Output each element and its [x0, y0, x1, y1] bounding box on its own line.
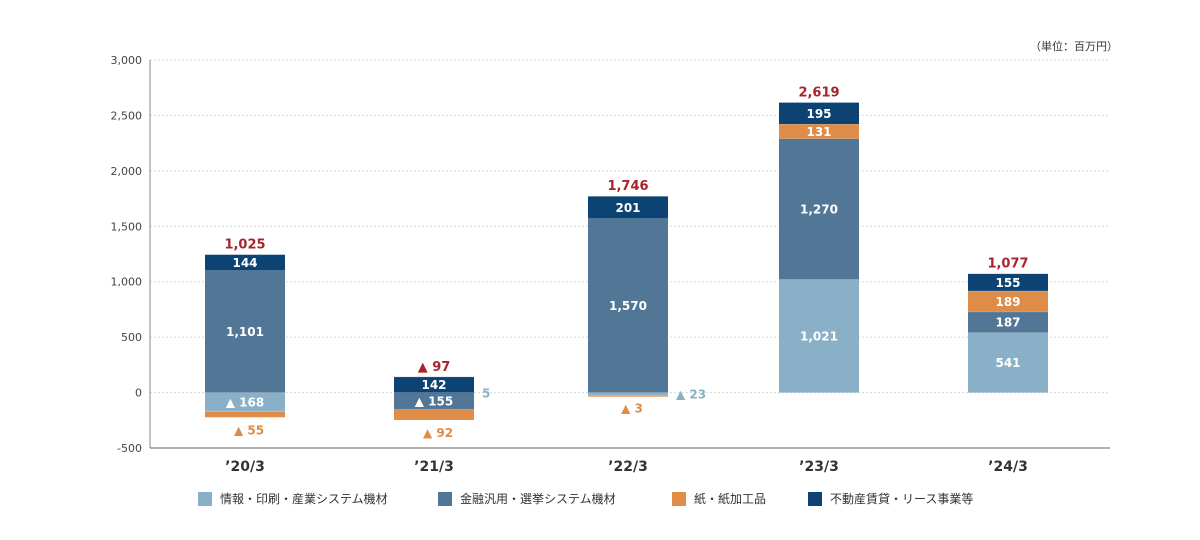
segment-label: 1,270 [800, 202, 838, 216]
bar-segment [779, 124, 859, 139]
bar-segment [779, 102, 859, 125]
total-label: 1,077 [987, 257, 1028, 272]
legend-item: 紙・紙加工品 [672, 490, 766, 507]
y-tick-label: 2,000 [111, 165, 143, 178]
legend-label: 情報・印刷・産業システム機材 [220, 492, 388, 506]
bar-segment [394, 376, 474, 393]
segment-label: 144 [232, 256, 257, 270]
segment-label: 201 [615, 201, 640, 215]
segment-label: ▲ 155 [415, 395, 453, 409]
total-label: 1,746 [607, 179, 648, 194]
legend-item: 金融汎用・選挙システム機材 [438, 490, 616, 507]
total-label: 2,619 [798, 85, 839, 100]
legend-label: 金融汎用・選挙システム機材 [460, 492, 616, 506]
bar-segment [205, 270, 285, 393]
y-tick-label: 1,500 [111, 220, 143, 233]
bar-segment [394, 409, 474, 420]
segment-label: 195 [806, 107, 831, 121]
y-tick-label: -500 [117, 442, 142, 455]
bar-segment [968, 311, 1048, 333]
legend-item: 不動産賃貸・リース事業等 [808, 490, 973, 507]
x-tick-label: ’24/3 [988, 459, 1028, 475]
legend-label: 不動産賃貸・リース事業等 [830, 492, 974, 506]
x-tick-label: ’23/3 [799, 459, 839, 475]
bar-segment [205, 411, 285, 418]
y-tick-label: 1,000 [111, 276, 143, 289]
segment-label: 155 [995, 276, 1020, 290]
total-label: ▲ 97 [418, 360, 451, 375]
bar-segment [588, 218, 668, 393]
legend-swatch [808, 491, 822, 506]
y-tick-label: 0 [135, 387, 142, 400]
bar-segment [779, 279, 859, 393]
total-label: 1,025 [224, 238, 265, 253]
segment-label: 1,021 [800, 329, 838, 343]
bar-segment [968, 332, 1048, 393]
bar-segment [205, 254, 285, 271]
y-tick-label: 500 [121, 331, 142, 344]
segment-label: ▲ 3 [621, 401, 643, 415]
legend-swatch [672, 491, 686, 506]
bar-segment [588, 392, 668, 396]
legend-swatch [198, 491, 212, 506]
segment-label: 1,570 [609, 299, 647, 313]
unit-note: （単位：百万円） [1030, 40, 1118, 53]
segment-label: 131 [806, 125, 831, 139]
bar-segment [205, 392, 285, 412]
bar-segment [968, 273, 1048, 291]
bar-segment [588, 395, 668, 397]
bar-segment [779, 138, 859, 280]
segment-label: ▲ 168 [226, 395, 264, 409]
segment-label: ▲ 92 [423, 426, 453, 440]
x-tick-label: ’22/3 [608, 459, 648, 475]
segment-label: 189 [995, 295, 1020, 309]
segment-label: 541 [995, 356, 1020, 370]
extra-value-label: 5 [482, 387, 490, 401]
y-tick-label: 3,000 [111, 54, 143, 67]
bar-segment [588, 196, 668, 219]
segment-label: 187 [995, 316, 1020, 330]
bar-segment [968, 290, 1048, 312]
x-tick-label: ’20/3 [225, 459, 265, 475]
bar-segment [394, 392, 474, 410]
x-tick-label: ’21/3 [414, 459, 454, 475]
y-tick-label: 2,500 [111, 109, 143, 122]
legend-item: 情報・印刷・産業システム機材 [198, 490, 388, 507]
segment-label: ▲ 23 [676, 387, 706, 401]
legend: 情報・印刷・産業システム機材 金融汎用・選挙システム機材 紙・紙加工品 不動産賃貸・リ… [0, 490, 1200, 510]
legend-label: 紙・紙加工品 [694, 492, 767, 506]
segment-label: 142 [421, 378, 446, 392]
legend-swatch [438, 491, 452, 506]
segment-label: ▲ 55 [234, 423, 264, 437]
segment-label: 1,101 [226, 325, 264, 339]
